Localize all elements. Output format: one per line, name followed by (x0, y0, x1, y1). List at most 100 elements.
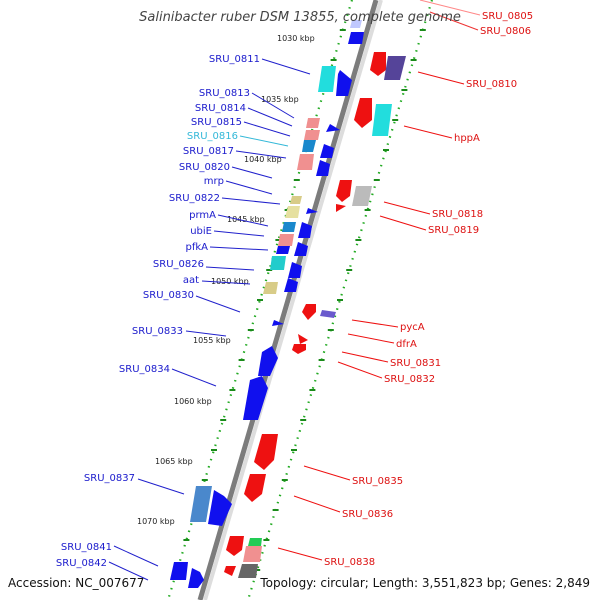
gene-feature[interactable] (320, 310, 336, 318)
gene-label[interactable]: SRU_0815 (191, 117, 242, 128)
leader-line (347, 333, 395, 344)
gene-label[interactable]: SRU_0805 (482, 11, 533, 22)
gene-label[interactable]: SRU_0836 (342, 509, 393, 520)
gene-label[interactable]: ubiE (190, 226, 212, 237)
gene-feature[interactable] (350, 20, 362, 28)
leader-line (351, 319, 399, 328)
gene-feature[interactable] (285, 206, 300, 218)
gene-label[interactable]: SRU_0832 (384, 374, 435, 385)
gene-label[interactable]: SRU_0842 (56, 558, 107, 569)
gene-label[interactable]: SRU_0817 (183, 146, 234, 157)
gene-feature[interactable] (352, 186, 372, 206)
genome-title: Salinibacter ruber DSM 13855, complete g… (139, 10, 461, 25)
gene-feature[interactable] (372, 104, 392, 136)
gene-feature[interactable] (306, 118, 320, 128)
gene-label[interactable]: SRU_0834 (119, 364, 170, 375)
gene-feature[interactable] (282, 222, 296, 232)
leader-line (403, 125, 453, 139)
gene-label[interactable]: SRU_0813 (199, 88, 250, 99)
gene-label[interactable]: SRU_0830 (143, 290, 194, 301)
gene-label[interactable]: SRU_0835 (352, 476, 403, 487)
gene-feature[interactable] (326, 124, 340, 132)
gene-feature[interactable] (304, 130, 320, 140)
gene-label[interactable]: SRU_0814 (195, 103, 246, 114)
gene-feature[interactable] (297, 154, 314, 170)
leader-line (293, 495, 341, 513)
kbp-label: 1035 kbp (261, 95, 299, 104)
leader-line (185, 330, 227, 337)
gene-feature[interactable] (248, 538, 262, 546)
gene-feature[interactable] (306, 208, 318, 214)
gene-feature[interactable] (302, 304, 316, 320)
gene-feature[interactable] (298, 334, 308, 344)
leader-line (231, 166, 273, 179)
gene-label[interactable]: SRU_0810 (466, 79, 517, 90)
gene-label[interactable]: aat (183, 275, 199, 286)
gene-label[interactable]: SRU_0811 (209, 54, 260, 65)
leader-line (209, 246, 269, 251)
gene-feature[interactable] (190, 486, 212, 522)
gene-label[interactable]: SRU_0831 (390, 358, 441, 369)
gene-label[interactable]: SRU_0820 (179, 162, 230, 173)
leader-line (417, 71, 465, 85)
gene-label[interactable]: prmA (189, 210, 216, 221)
gene-label[interactable]: SRU_0838 (324, 557, 375, 568)
gene-feature[interactable] (254, 434, 278, 470)
leader-line (225, 180, 273, 195)
kbp-label: 1060 kbp (174, 397, 212, 406)
gene-label[interactable]: dfrA (396, 339, 417, 350)
gene-feature[interactable] (384, 56, 406, 80)
gene-feature[interactable] (224, 566, 236, 576)
gene-feature[interactable] (298, 222, 312, 238)
leader-line (341, 351, 389, 363)
gene-feature[interactable] (188, 568, 204, 588)
gene-label[interactable]: hppA (454, 133, 480, 144)
kbp-label: 1070 kbp (137, 517, 175, 526)
gene-label[interactable]: pfkA (186, 242, 209, 253)
gene-feature[interactable] (208, 490, 232, 526)
kbp-label: 1045 kbp (227, 215, 265, 224)
gene-feature[interactable] (290, 196, 302, 204)
gene-label[interactable]: SRU_0826 (153, 259, 204, 270)
gene-label[interactable]: SRU_0841 (61, 542, 112, 553)
gene-feature[interactable] (320, 144, 334, 158)
gene-label[interactable]: SRU_0816 (187, 131, 238, 142)
leader-line (277, 547, 323, 561)
gene-feature[interactable] (278, 234, 294, 246)
gene-feature[interactable] (336, 70, 352, 96)
gene-label[interactable]: SRU_0833 (132, 326, 183, 337)
gene-label[interactable]: pycA (400, 322, 425, 333)
gene-feature[interactable] (370, 52, 386, 76)
gene-label[interactable]: SRU_0806 (480, 26, 531, 37)
gene-feature[interactable] (263, 282, 278, 294)
gene-label[interactable]: SRU_0819 (428, 225, 479, 236)
gene-feature[interactable] (270, 256, 286, 270)
gene-feature[interactable] (288, 262, 302, 278)
gene-feature[interactable] (170, 562, 188, 580)
gene-feature[interactable] (243, 546, 262, 562)
leader-line (235, 150, 287, 159)
gene-feature[interactable] (243, 376, 268, 420)
gene-feature[interactable] (336, 180, 352, 202)
gene-feature[interactable] (226, 536, 244, 556)
gene-feature[interactable] (244, 474, 266, 502)
gene-feature[interactable] (292, 344, 306, 354)
gene-label[interactable]: SRU_0822 (169, 193, 220, 204)
gene-feature[interactable] (316, 160, 330, 176)
gene-feature[interactable] (294, 242, 308, 256)
leader-line (243, 121, 291, 137)
gene-feature[interactable] (276, 246, 290, 254)
gene-feature[interactable] (348, 32, 364, 44)
gene-label[interactable]: mrp (204, 176, 224, 187)
gene-feature[interactable] (302, 140, 316, 152)
leader-line (261, 58, 311, 75)
gene-label[interactable]: SRU_0818 (432, 209, 483, 220)
gene-feature[interactable] (258, 346, 278, 376)
gene-feature[interactable] (318, 66, 336, 92)
gene-feature[interactable] (238, 564, 258, 578)
gene-feature[interactable] (354, 98, 372, 128)
gene-feature[interactable] (284, 278, 298, 292)
gene-feature[interactable] (272, 320, 284, 326)
gene-label[interactable]: SRU_0837 (84, 473, 135, 484)
gene-feature[interactable] (336, 204, 346, 212)
